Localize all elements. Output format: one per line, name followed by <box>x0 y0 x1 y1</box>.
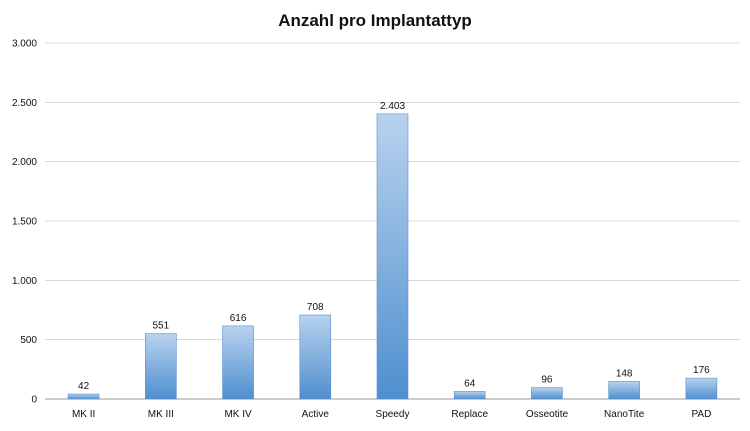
x-tick-label: NanoTite <box>604 409 645 420</box>
data-label: 2.403 <box>380 101 405 112</box>
data-labels: 42 551 616 708 2.403 64 96 148 176 <box>78 101 710 392</box>
data-label: 551 <box>152 321 169 332</box>
y-axis-tick-labels: 0 500 1.000 1.500 2.000 2.500 3.000 <box>12 39 37 406</box>
x-tick-label: MK III <box>148 409 174 420</box>
y-tick-label: 2.500 <box>12 98 37 109</box>
x-tick-label: Replace <box>451 409 488 420</box>
y-tick-label: 0 <box>31 395 37 406</box>
x-tick-label: Osseotite <box>526 409 569 420</box>
bars <box>67 113 718 400</box>
x-tick-label: PAD <box>691 409 711 420</box>
bar <box>222 325 254 400</box>
data-label: 176 <box>693 365 710 376</box>
bar <box>145 333 177 400</box>
y-tick-label: 2.000 <box>12 157 37 168</box>
bar <box>67 393 100 400</box>
bar <box>608 381 640 400</box>
bar <box>299 314 332 400</box>
x-tick-label: MK II <box>72 409 95 420</box>
data-label: 616 <box>230 313 247 324</box>
y-tick-label: 3.000 <box>12 39 37 50</box>
x-axis-category-labels: MK II MK III MK IV Active Speedy Replace Osseo… <box>72 409 711 420</box>
data-label: 148 <box>616 368 633 379</box>
data-label: 64 <box>464 378 476 389</box>
x-tick-label: Active <box>302 409 330 420</box>
y-tick-label: 1.500 <box>12 217 37 228</box>
chart-title: Anzahl pro Implantattyp <box>278 11 472 30</box>
bar <box>453 391 486 400</box>
x-tick-label: MK IV <box>224 409 252 420</box>
y-tick-label: 500 <box>20 335 37 346</box>
data-label: 708 <box>307 302 324 313</box>
data-label: 42 <box>78 381 90 392</box>
x-tick-label: Speedy <box>376 409 410 420</box>
bar <box>531 387 563 400</box>
bar <box>376 113 409 400</box>
bar <box>685 377 718 400</box>
data-label: 96 <box>541 375 553 386</box>
y-tick-label: 1.000 <box>12 276 37 287</box>
